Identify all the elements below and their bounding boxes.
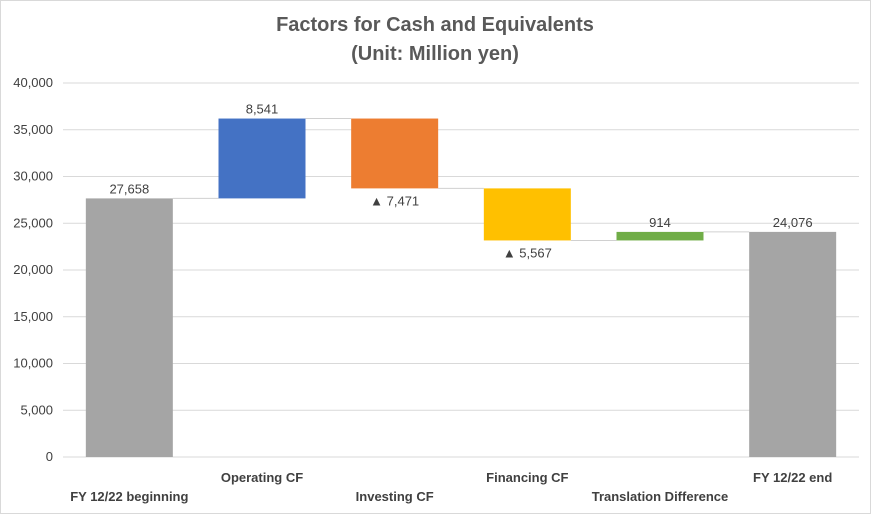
bar-3 [351,118,439,189]
bar-4 [483,188,571,241]
data-labels: 27,658 8,541 ▲ 7,471 ▲ 5,567 914 24,076 [109,102,812,261]
x-category-label: FY 12/22 beginning [70,489,188,504]
y-tick-label: 35,000 [13,122,53,137]
y-tick-label: 30,000 [13,169,53,184]
y-tick-label: 25,000 [13,215,53,230]
data-label: 914 [649,215,671,230]
y-tick-label: 15,000 [13,309,53,324]
bars [85,118,837,457]
y-axis-ticks: 0 5,000 10,000 15,000 20,000 25,000 30,000 35,0… [13,75,53,464]
x-category-label: Investing CF [356,489,434,504]
gridlines [63,82,859,458]
y-tick-label: 0 [46,449,53,464]
data-label: 8,541 [246,102,279,117]
x-category-label: FY 12/22 end [753,470,832,485]
x-category-label: Operating CF [221,470,303,485]
chart-subtitle: (Unit: Million yen) [351,43,519,65]
connectors [172,118,750,241]
x-category-label: Financing CF [486,470,568,485]
data-label: 27,658 [109,181,149,196]
data-label: ▲ 5,567 [503,245,552,260]
bar-1 [85,198,173,457]
x-category-label: Translation Difference [592,489,729,504]
y-tick-label: 40,000 [13,75,53,90]
y-tick-label: 20,000 [13,262,53,277]
y-tick-label: 5,000 [20,402,53,417]
bar-2 [218,118,306,199]
chart-title: Factors for Cash and Equivalents [276,14,594,36]
x-axis-categories: FY 12/22 beginning Operating CF Investing … [70,470,832,504]
data-label: ▲ 7,471 [370,193,419,208]
y-tick-label: 10,000 [13,356,53,371]
data-label: 24,076 [773,215,813,230]
bar-5 [616,231,704,241]
bar-6 [749,231,837,457]
